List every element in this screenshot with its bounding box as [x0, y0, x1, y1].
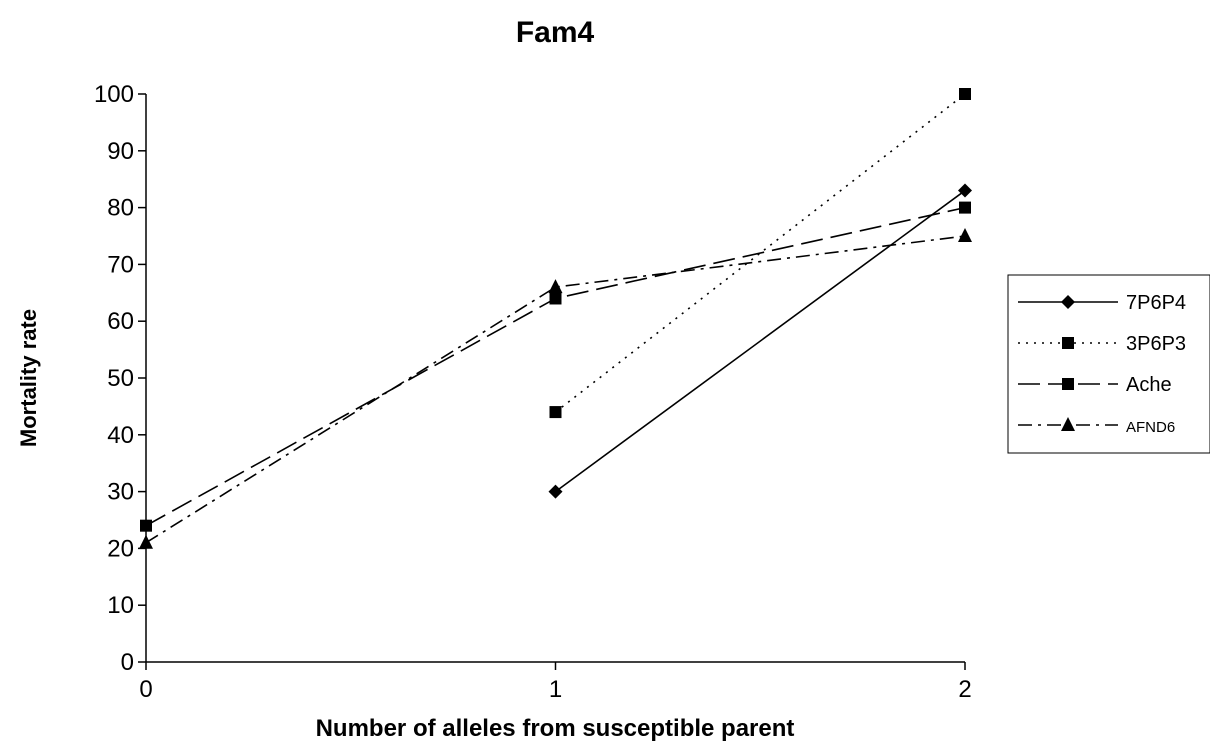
- data-point-ache: [959, 201, 971, 214]
- data-point-afnd6: [139, 534, 153, 549]
- legend-label-afnd6: AFND6: [1126, 419, 1175, 436]
- series-afnd6: [139, 228, 972, 549]
- legend-marker-3p6p3: [1062, 337, 1074, 349]
- data-point-7p6p4: [548, 484, 563, 499]
- legend-item-7p6p4: 7P6P4: [1018, 292, 1186, 314]
- legend-label-ache: Ache: [1126, 374, 1172, 396]
- series-3p6p3: [549, 88, 971, 419]
- legend-marker-7p6p4: [1061, 295, 1075, 309]
- legend-label-3p6p3: 3P6P3: [1126, 333, 1186, 355]
- series-layer: [139, 88, 972, 549]
- y-tick-label: 20: [107, 535, 134, 562]
- legend-item-afnd6: AFND6: [1018, 417, 1175, 436]
- y-tick-label: 50: [107, 365, 134, 392]
- data-point-afnd6: [958, 228, 972, 242]
- series-7p6p4: [548, 183, 972, 499]
- chart-title: Fam4: [516, 16, 595, 49]
- y-tick-label: 100: [94, 81, 134, 108]
- series-line-7p6p4: [555, 189, 966, 493]
- x-axis-label: Number of alleles from susceptible paren…: [316, 715, 795, 742]
- series-line-ache: [145, 206, 966, 527]
- legend-item-3p6p3: 3P6P3: [1018, 333, 1186, 355]
- legend-item-ache: Ache: [1018, 374, 1172, 396]
- legend-box: [1007, 274, 1210, 454]
- data-point-3p6p3: [549, 406, 562, 419]
- y-tick-label: 80: [107, 195, 134, 222]
- x-tick-label: 2: [958, 676, 971, 703]
- data-point-7p6p4: [958, 183, 972, 198]
- data-point-afnd6: [548, 279, 563, 294]
- y-tick-label: 0: [121, 649, 134, 676]
- legend-marker-afnd6: [1061, 417, 1075, 431]
- series-line-afnd6: [145, 235, 966, 544]
- x-axis-ticks: 0 1 2: [139, 662, 972, 703]
- legend-marker-ache: [1062, 378, 1074, 390]
- y-axis-label: Mortality rate: [16, 309, 41, 447]
- x-tick-label: 1: [549, 676, 562, 703]
- y-tick-label: 10: [107, 592, 134, 619]
- x-tick-label: 0: [139, 676, 152, 703]
- data-point-ache: [140, 519, 152, 532]
- y-tick-label: 30: [107, 479, 134, 506]
- series-ache: [140, 201, 971, 532]
- y-tick-label: 40: [107, 422, 134, 449]
- data-point-3p6p3: [959, 88, 971, 100]
- y-axis-ticks: 0 10 20 30 40 50 60 70 80 90 100: [94, 81, 146, 676]
- series-line-3p6p3: [555, 93, 966, 413]
- legend: 7P6P4 3P6P3 Ache AFND6: [1007, 274, 1210, 454]
- y-tick-label: 60: [107, 308, 134, 335]
- y-tick-label: 70: [107, 251, 134, 278]
- data-point-ache: [549, 292, 562, 305]
- legend-label-7p6p4: 7P6P4: [1126, 292, 1186, 314]
- y-tick-label: 90: [107, 138, 134, 165]
